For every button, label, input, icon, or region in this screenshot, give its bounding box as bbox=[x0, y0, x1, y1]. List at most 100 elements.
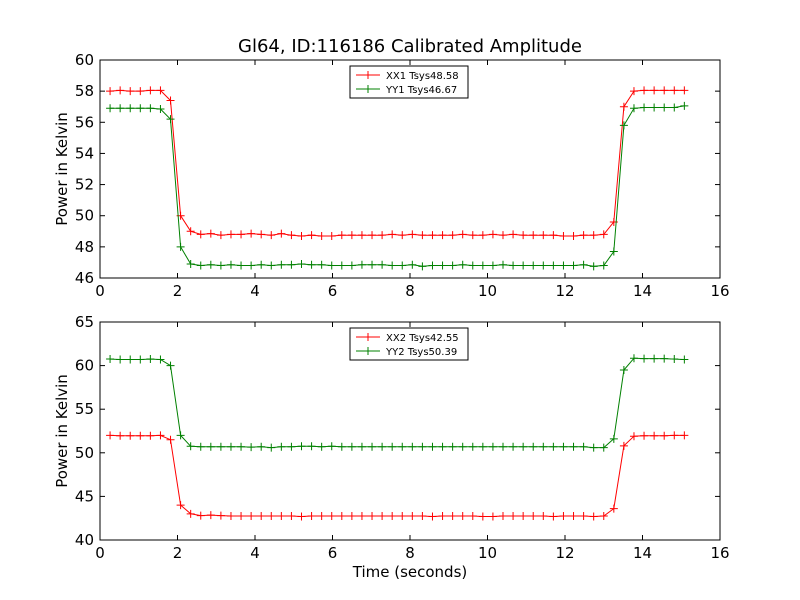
data-point-marker bbox=[448, 512, 457, 521]
x-tick-label: 6 bbox=[328, 544, 338, 562]
data-point-marker bbox=[509, 442, 518, 451]
y-tick-label: 60 bbox=[75, 357, 94, 375]
data-point-marker bbox=[146, 104, 155, 113]
legend: XX1 Tsys48.58 YY1 Tsys46.67 bbox=[349, 65, 469, 99]
x-tick-label: 16 bbox=[710, 282, 729, 300]
data-point-marker bbox=[196, 442, 205, 451]
series-yy2 bbox=[106, 354, 689, 452]
data-point-marker bbox=[499, 260, 507, 269]
data-point-marker bbox=[267, 512, 276, 521]
data-point-marker bbox=[478, 231, 487, 240]
data-point-marker bbox=[619, 365, 628, 374]
data-point-marker bbox=[640, 354, 649, 363]
data-point-marker bbox=[599, 512, 608, 521]
data-point-marker bbox=[468, 261, 477, 270]
data-point-marker bbox=[216, 511, 225, 520]
data-point-marker bbox=[589, 512, 598, 521]
data-point-marker bbox=[388, 512, 397, 521]
data-point-marker bbox=[549, 231, 558, 240]
data-point-marker bbox=[337, 231, 346, 240]
data-point-marker bbox=[660, 103, 669, 112]
data-point-marker bbox=[166, 435, 175, 444]
data-point-marker bbox=[418, 231, 427, 240]
data-point-marker bbox=[106, 431, 115, 440]
x-tick-label: 12 bbox=[555, 544, 574, 562]
data-point-marker bbox=[468, 442, 477, 451]
data-point-marker bbox=[619, 121, 628, 130]
data-point-marker bbox=[589, 443, 598, 452]
series-line bbox=[110, 434, 685, 518]
data-point-marker bbox=[650, 354, 659, 363]
data-point-marker bbox=[619, 102, 628, 111]
data-point-marker bbox=[327, 512, 336, 521]
data-point-marker bbox=[277, 442, 286, 451]
data-point-marker bbox=[206, 511, 215, 520]
data-point-marker bbox=[539, 512, 548, 521]
data-point-marker bbox=[629, 432, 638, 441]
data-point-marker bbox=[176, 242, 185, 251]
data-point-marker bbox=[458, 512, 467, 521]
y-axis-label: Power in Kelvin bbox=[53, 112, 71, 226]
data-point-marker bbox=[458, 230, 467, 239]
data-point-marker bbox=[549, 442, 558, 451]
data-point-marker bbox=[297, 259, 306, 268]
legend-box bbox=[349, 65, 469, 99]
data-point-marker bbox=[589, 231, 598, 240]
data-point-marker bbox=[196, 511, 205, 520]
data-point-marker bbox=[156, 86, 165, 95]
data-point-marker bbox=[569, 231, 578, 240]
data-point-marker bbox=[317, 260, 326, 269]
data-point-marker bbox=[418, 442, 427, 451]
legend-swatch-marker bbox=[364, 71, 372, 79]
data-point-marker bbox=[196, 230, 205, 239]
data-point-marker bbox=[629, 354, 638, 363]
data-point-marker bbox=[176, 431, 185, 440]
data-point-marker bbox=[307, 260, 316, 269]
data-point-marker bbox=[680, 431, 689, 440]
data-point-marker bbox=[277, 512, 286, 521]
data-point-marker bbox=[468, 231, 477, 240]
data-point-marker bbox=[378, 231, 387, 240]
data-point-marker bbox=[357, 512, 366, 521]
data-point-marker bbox=[106, 355, 115, 364]
data-point-marker bbox=[488, 442, 497, 451]
data-point-marker bbox=[327, 261, 336, 270]
figure-title: Gl64, ID:116186 Calibrated Amplitude bbox=[238, 36, 582, 57]
data-point-marker bbox=[559, 231, 568, 240]
data-point-marker bbox=[226, 230, 235, 239]
data-point-marker bbox=[478, 512, 487, 521]
data-point-marker bbox=[408, 442, 417, 451]
data-point-marker bbox=[398, 231, 407, 240]
x-tick-label: 10 bbox=[478, 544, 497, 562]
data-point-marker bbox=[629, 87, 638, 96]
data-point-marker bbox=[569, 512, 578, 521]
data-point-marker bbox=[438, 442, 447, 451]
y-tick-label: 60 bbox=[75, 51, 94, 69]
data-point-marker bbox=[549, 512, 558, 521]
data-point-marker bbox=[307, 231, 316, 240]
x-tick-label: 0 bbox=[95, 282, 105, 300]
data-point-marker bbox=[166, 115, 175, 124]
data-point-marker bbox=[670, 86, 679, 95]
data-point-marker bbox=[629, 104, 638, 113]
data-point-marker bbox=[317, 512, 326, 521]
data-point-marker bbox=[146, 86, 155, 95]
y-tick-label: 50 bbox=[75, 207, 94, 225]
data-point-marker bbox=[539, 231, 548, 240]
lower-subplot: 0 2 4 6 8 10 12 14 16 40 45 50 55 60 65 Power in Kelvin… bbox=[53, 313, 730, 581]
x-tick-label: 2 bbox=[173, 544, 183, 562]
y-tick-label: 48 bbox=[75, 238, 94, 256]
series-xx2 bbox=[106, 431, 689, 521]
y-tick-label: 54 bbox=[75, 144, 94, 162]
data-point-marker bbox=[539, 442, 548, 451]
legend-label: YY2 Tsys50.39 bbox=[385, 347, 457, 358]
data-point-marker bbox=[267, 261, 276, 270]
data-point-marker bbox=[589, 262, 598, 271]
data-point-marker bbox=[438, 512, 447, 521]
x-tick-label: 2 bbox=[173, 282, 183, 300]
data-point-marker bbox=[156, 431, 165, 440]
data-point-marker bbox=[378, 512, 387, 521]
data-point-marker bbox=[428, 261, 437, 270]
data-point-marker bbox=[216, 231, 225, 240]
